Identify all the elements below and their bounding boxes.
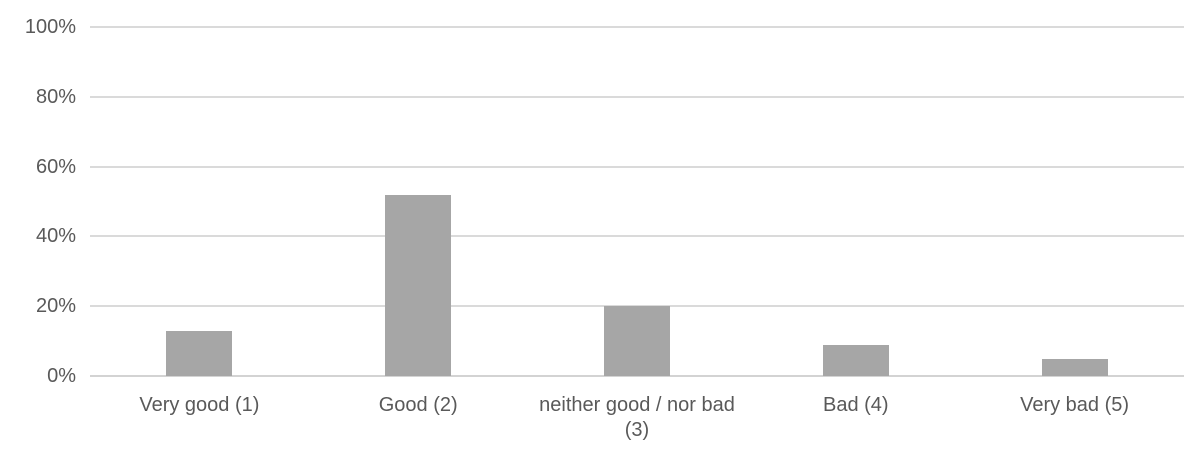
y-tick-label: 0% [47, 365, 76, 387]
bar-5 [1041, 358, 1108, 376]
bar-slot [528, 27, 747, 376]
y-tick-label: 60% [35, 155, 76, 178]
bar-slot [746, 27, 965, 376]
x-category-label: neither good / nor bad (3) [528, 393, 747, 443]
bar-2 [385, 194, 452, 376]
bar-slot [309, 27, 528, 376]
bar-slot [965, 27, 1184, 376]
y-tick-label: 20% [35, 295, 76, 318]
x-axis: Very good (1) Good (2) neither good / nor … [90, 393, 1184, 443]
x-category-label: Good (2) [309, 393, 528, 443]
gridline [90, 165, 1184, 168]
gridline [90, 235, 1184, 238]
x-category-label-text: neither good / nor bad (3) [539, 394, 735, 441]
bar-4 [822, 344, 889, 376]
gridline [90, 95, 1184, 98]
x-category-label: Bad (4) [746, 393, 965, 443]
x-axis-line [90, 375, 1184, 377]
x-category-label-text: Very good (1) [139, 394, 260, 416]
x-category-label-text: Very bad (5) [1020, 394, 1130, 416]
y-tick-label: 80% [35, 85, 76, 108]
bar-series [90, 27, 1184, 376]
x-category-label-text: Good (2) [378, 394, 458, 416]
y-axis: 0% 20% 40% 60% 80% 100% [0, 17, 76, 386]
plot-area [90, 26, 1184, 377]
y-tick-label: 40% [35, 225, 76, 248]
x-category-label: Very bad (5) [965, 393, 1184, 443]
x-category-label-text: Bad (4) [822, 394, 889, 416]
y-tick-label: 100% [24, 16, 76, 38]
gridline [90, 26, 1184, 28]
bar-1 [166, 330, 233, 376]
x-category-label: Very good (1) [90, 393, 309, 443]
bar-slot [90, 27, 309, 376]
bar-3 [603, 306, 670, 376]
